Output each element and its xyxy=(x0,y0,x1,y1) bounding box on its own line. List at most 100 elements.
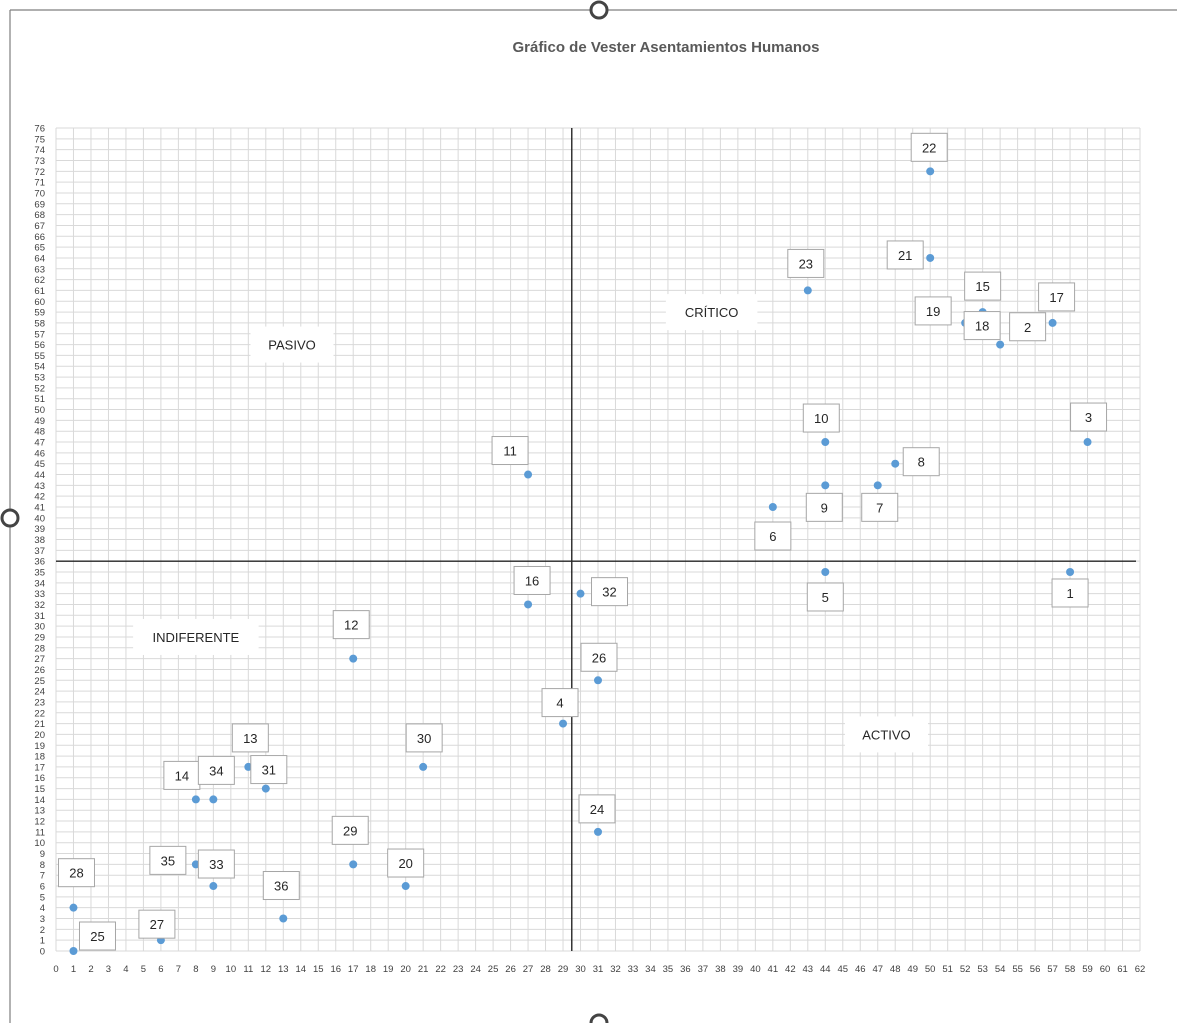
point-label-box xyxy=(886,240,924,270)
point-label-box xyxy=(387,848,425,878)
data-point-10 xyxy=(821,438,830,447)
data-point-3 xyxy=(1083,438,1092,447)
y-tick-label: 63 xyxy=(34,264,45,275)
x-tick-label: 45 xyxy=(837,964,848,975)
x-tick-label: 7 xyxy=(176,964,181,975)
point-label-box xyxy=(250,755,288,785)
x-tick-label: 57 xyxy=(1047,964,1058,975)
x-tick-label: 15 xyxy=(313,964,324,975)
point-label-box xyxy=(78,921,116,951)
x-tick-label: 39 xyxy=(733,964,744,975)
point-label-box xyxy=(331,815,369,845)
y-tick-label: 2 xyxy=(40,925,45,936)
point-label-10: 10 xyxy=(814,411,828,426)
y-tick-label: 67 xyxy=(34,221,45,232)
point-label-1: 1 xyxy=(1066,586,1073,601)
data-point-21 xyxy=(926,253,935,262)
region-label-box xyxy=(844,716,928,753)
point-label-29: 29 xyxy=(343,823,357,838)
point-label-18: 18 xyxy=(975,319,989,334)
point-label-box xyxy=(513,565,551,595)
y-tick-label: 27 xyxy=(34,654,45,665)
x-tick-label: 6 xyxy=(158,964,163,975)
point-label-box xyxy=(541,688,579,718)
y-tick-label: 49 xyxy=(34,416,45,427)
x-tick-label: 51 xyxy=(942,964,953,975)
x-tick-label: 55 xyxy=(1012,964,1023,975)
y-tick-label: 5 xyxy=(40,892,45,903)
point-label-35: 35 xyxy=(161,853,175,868)
x-tick-label: 16 xyxy=(330,964,341,975)
region-label: PASIVO xyxy=(268,338,315,353)
y-tick-label: 52 xyxy=(34,383,45,394)
data-point-6 xyxy=(768,503,777,512)
point-label-11: 11 xyxy=(503,444,517,459)
y-tick-label: 15 xyxy=(34,784,45,795)
point-labels: 1234567891011121314151617181920212223242… xyxy=(57,132,1108,951)
point-label-19: 19 xyxy=(926,304,940,319)
point-label-27: 27 xyxy=(150,917,164,932)
y-tick-label: 72 xyxy=(34,167,45,178)
y-tick-label: 54 xyxy=(34,362,45,373)
point-label-box xyxy=(802,403,840,433)
x-tick-label: 11 xyxy=(243,964,253,975)
y-tick-label: 58 xyxy=(34,318,45,329)
x-tick-label: 22 xyxy=(435,964,446,975)
y-tick-label: 56 xyxy=(34,340,45,351)
x-tick-label: 50 xyxy=(925,964,936,975)
point-label-box xyxy=(1070,402,1108,432)
x-tick-label: 56 xyxy=(1030,964,1041,975)
y-tick-label: 66 xyxy=(34,232,45,243)
x-tick-label: 30 xyxy=(575,964,586,975)
point-label-4: 4 xyxy=(556,696,563,711)
y-tick-label: 35 xyxy=(34,567,45,578)
point-label-box xyxy=(197,849,235,879)
x-tick-label: 19 xyxy=(383,964,394,975)
resize-handle-icon[interactable] xyxy=(589,1013,609,1023)
point-label-box xyxy=(805,492,843,522)
y-tick-label: 45 xyxy=(34,459,45,470)
data-point-31 xyxy=(261,784,270,793)
quadrant-lines xyxy=(56,128,1136,951)
y-tick-label: 46 xyxy=(34,448,45,459)
y-tick-label: 37 xyxy=(34,546,45,557)
x-tick-label: 60 xyxy=(1100,964,1111,975)
y-tick-label: 28 xyxy=(34,643,45,654)
resize-handle-icon[interactable] xyxy=(0,508,20,528)
x-tick-label: 52 xyxy=(960,964,971,975)
x-tick-label: 23 xyxy=(453,964,464,975)
y-tick-label: 29 xyxy=(34,632,45,643)
region-label: CRÍTICO xyxy=(685,305,738,320)
y-tick-label: 76 xyxy=(34,124,45,135)
point-label-box xyxy=(491,436,529,466)
y-tick-label: 60 xyxy=(34,297,45,308)
resize-handle-icon[interactable] xyxy=(589,0,609,20)
y-tick-label: 20 xyxy=(34,730,45,741)
y-tick-label: 22 xyxy=(34,708,45,719)
point-label-7: 7 xyxy=(876,500,883,515)
data-point-24 xyxy=(594,827,602,836)
x-tick-label: 34 xyxy=(645,964,656,975)
x-tick-label: 35 xyxy=(663,964,674,975)
y-tick-label: 1 xyxy=(40,936,45,947)
y-tick-label: 7 xyxy=(40,871,45,882)
data-point-4 xyxy=(559,719,568,728)
x-tick-label: 9 xyxy=(211,964,216,975)
point-label-box xyxy=(754,521,792,551)
y-tick-label: 69 xyxy=(34,199,45,210)
point-label-30: 30 xyxy=(417,731,431,746)
y-tick-label: 4 xyxy=(40,903,45,914)
point-label-31: 31 xyxy=(262,763,276,778)
point-label-8: 8 xyxy=(918,455,925,470)
data-point-5 xyxy=(821,567,830,576)
x-tick-label: 29 xyxy=(558,964,569,975)
x-tick-label: 58 xyxy=(1065,964,1076,975)
chart-title: Gráfico de Vester Asentamientos Humanos xyxy=(512,39,819,56)
data-point-18 xyxy=(996,340,1005,349)
point-label-36: 36 xyxy=(274,879,288,894)
x-tick-label: 25 xyxy=(488,964,499,975)
x-tick-label: 28 xyxy=(540,964,551,975)
point-label-box xyxy=(138,909,176,939)
